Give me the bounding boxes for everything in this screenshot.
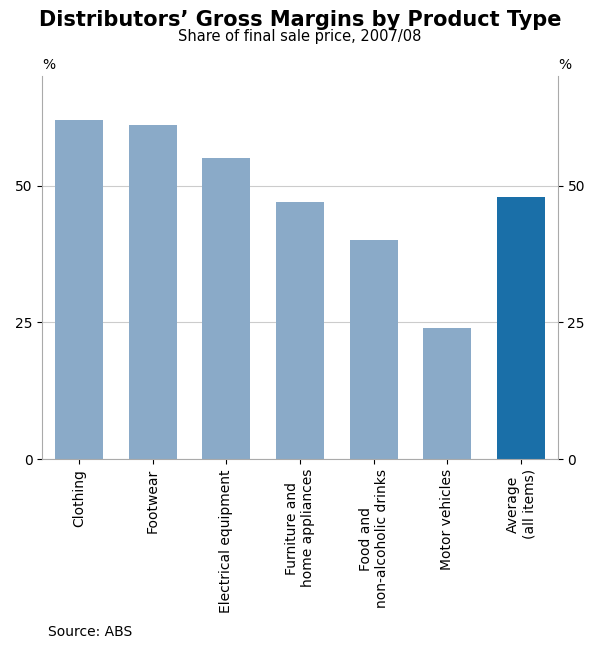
Text: Distributors’ Gross Margins by Product Type: Distributors’ Gross Margins by Product T… <box>39 10 561 30</box>
Bar <box>55 120 103 459</box>
Bar <box>424 328 471 459</box>
Bar <box>276 202 324 459</box>
Text: Source: ABS: Source: ABS <box>48 624 132 639</box>
Bar <box>497 197 545 459</box>
Bar <box>202 158 250 459</box>
Text: %: % <box>558 58 571 72</box>
Bar <box>129 126 176 459</box>
Bar <box>350 240 398 459</box>
Text: %: % <box>42 58 55 72</box>
Text: Share of final sale price, 2007/08: Share of final sale price, 2007/08 <box>178 29 422 44</box>
